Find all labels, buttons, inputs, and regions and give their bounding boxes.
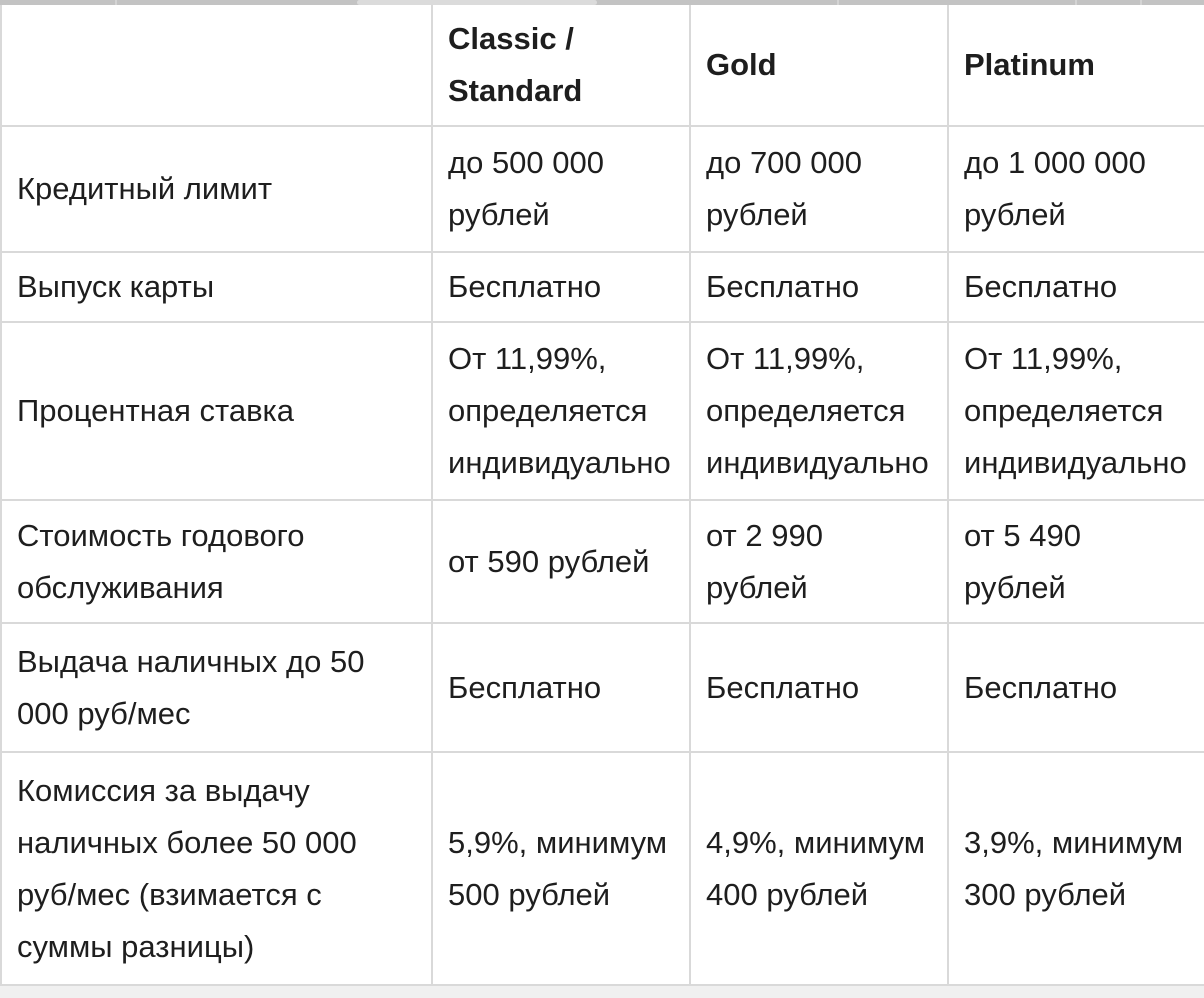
top-strip-tick: [1140, 0, 1142, 5]
cell-annual-fee-classic: от 590 рублей: [431, 499, 691, 624]
table-row: Комиссия за выдачу наличных более 50 000…: [0, 751, 1204, 986]
cell-card-issue-gold: Бесплатно: [689, 251, 949, 323]
table-header-row: Classic / Standard Gold Platinum: [0, 5, 1204, 127]
cell-credit-limit-platinum: до 1 000 000 рублей: [947, 125, 1204, 253]
column-header-gold: Gold: [689, 5, 949, 127]
top-strip-tick: [837, 0, 839, 5]
card-comparison-table: Classic / Standard Gold Platinum Кредитн…: [0, 5, 1204, 986]
row-label-annual-fee: Стоимость годового обслуживания: [0, 499, 433, 624]
table-row: Стоимость годового обслуживания от 590 р…: [0, 499, 1204, 624]
cell-credit-limit-classic: до 500 000 рублей: [431, 125, 691, 253]
cell-interest-rate-platinum: От 11,99%, определяется индивидуально: [947, 321, 1204, 501]
bottom-gutter: [0, 986, 1204, 998]
row-label-credit-limit: Кредитный лимит: [0, 125, 433, 253]
cell-credit-limit-gold: до 700 000 рублей: [689, 125, 949, 253]
top-strip-tick: [1075, 0, 1077, 5]
cell-cash-withdrawal-free-platinum: Бесплатно: [947, 622, 1204, 753]
cell-annual-fee-platinum: от 5 490 рублей: [947, 499, 1204, 624]
top-strip: [0, 0, 1204, 5]
row-label-cash-withdrawal-free: Выдача наличных до 50 000 руб/мес: [0, 622, 433, 753]
cell-cash-withdrawal-fee-classic: 5,9%, минимум 500 рублей: [431, 751, 691, 986]
column-header-platinum: Platinum: [947, 5, 1204, 127]
cell-cash-withdrawal-free-classic: Бесплатно: [431, 622, 691, 753]
cell-cash-withdrawal-free-gold: Бесплатно: [689, 622, 949, 753]
row-label-interest-rate: Процентная ставка: [0, 321, 433, 501]
cell-cash-withdrawal-fee-platinum: 3,9%, минимум 300 рублей: [947, 751, 1204, 986]
top-strip-segment: [357, 0, 597, 5]
table-row: Выдача наличных до 50 000 руб/мес Беспла…: [0, 622, 1204, 753]
cell-card-issue-classic: Бесплатно: [431, 251, 691, 323]
table-row: Кредитный лимит до 500 000 рублей до 700…: [0, 125, 1204, 253]
table-row: Выпуск карты Бесплатно Бесплатно Бесплат…: [0, 251, 1204, 323]
row-label-card-issue: Выпуск карты: [0, 251, 433, 323]
table-row: Процентная ставка От 11,99%, определяетс…: [0, 321, 1204, 501]
top-strip-tick: [115, 0, 117, 5]
row-label-cash-withdrawal-fee: Комиссия за выдачу наличных более 50 000…: [0, 751, 433, 986]
cell-interest-rate-gold: От 11,99%, определяется индивидуально: [689, 321, 949, 501]
cell-card-issue-platinum: Бесплатно: [947, 251, 1204, 323]
cell-annual-fee-gold: от 2 990 рублей: [689, 499, 949, 624]
cell-interest-rate-classic: От 11,99%, определяется индивидуально: [431, 321, 691, 501]
column-header-blank: [0, 5, 433, 127]
cell-cash-withdrawal-fee-gold: 4,9%, минимум 400 рублей: [689, 751, 949, 986]
column-header-classic-standard: Classic / Standard: [431, 5, 691, 127]
